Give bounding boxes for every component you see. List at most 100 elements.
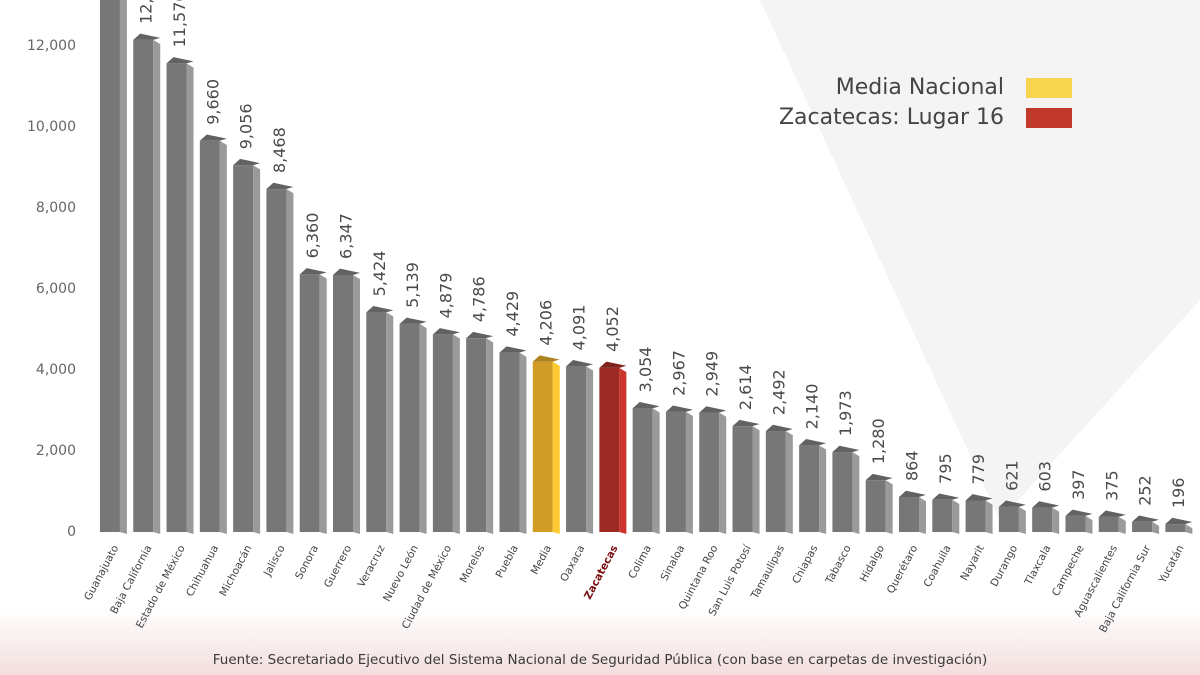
y-tick-label: 10,000 — [27, 119, 76, 135]
bar — [765, 431, 786, 532]
bar-top — [965, 494, 993, 501]
bar-side — [119, 0, 127, 534]
value-label: 252 — [1136, 475, 1155, 506]
value-label: 9,056 — [237, 103, 256, 149]
bar — [899, 497, 920, 532]
value-label: 2,614 — [736, 364, 755, 410]
value-label: 12,150 — [137, 0, 156, 24]
bar-top — [1098, 510, 1126, 517]
bar — [366, 312, 387, 532]
value-label: 6,360 — [303, 213, 322, 259]
bar-top — [1065, 509, 1093, 516]
value-label: 4,206 — [536, 300, 555, 346]
y-tick-label: 8,000 — [36, 200, 76, 216]
bar-top — [1132, 515, 1160, 522]
value-label: 4,052 — [603, 306, 622, 352]
bar-top — [1165, 517, 1193, 525]
bar — [266, 189, 287, 532]
value-label: 196 — [1169, 478, 1188, 509]
bar — [233, 165, 254, 532]
background-shape — [760, 0, 1200, 520]
value-label: 375 — [1102, 470, 1121, 501]
y-tick-label: 4,000 — [36, 362, 76, 378]
bar-side — [985, 500, 993, 534]
bar-side — [1185, 524, 1193, 534]
value-label: 4,091 — [570, 305, 589, 351]
bar-side — [785, 431, 793, 534]
bar-top — [399, 317, 427, 324]
bar-side — [286, 189, 294, 534]
bar-side — [1018, 506, 1026, 534]
bar — [632, 408, 653, 532]
bar-top — [366, 306, 394, 313]
bar — [832, 452, 853, 532]
value-label: 795 — [936, 453, 955, 484]
bar-top — [532, 355, 560, 362]
bar-top — [899, 490, 927, 498]
bar — [965, 500, 986, 532]
bar — [599, 367, 620, 532]
bar — [799, 445, 820, 532]
legend-swatch — [1026, 108, 1072, 128]
bar-side — [952, 499, 960, 534]
bar — [1065, 515, 1086, 532]
value-label: 3,054 — [636, 347, 655, 393]
value-label: 2,967 — [669, 350, 688, 396]
bar — [998, 506, 1019, 532]
bar-side — [586, 366, 594, 534]
bar-side — [519, 352, 527, 534]
bar-side — [1052, 507, 1060, 534]
value-label: 2,140 — [803, 384, 822, 430]
bar-top — [865, 473, 893, 481]
bar — [399, 323, 420, 532]
bar-side — [186, 63, 194, 534]
bar-top — [998, 500, 1026, 507]
value-label: 779 — [969, 454, 988, 485]
bar-side — [1085, 515, 1093, 534]
bar — [532, 361, 553, 532]
bar-side — [419, 323, 427, 534]
bar-side — [1118, 516, 1126, 534]
bar — [432, 334, 453, 532]
bar-top — [665, 405, 693, 412]
bar — [732, 426, 753, 532]
bar-side — [253, 165, 261, 534]
bar-top — [333, 268, 361, 275]
bar — [699, 412, 720, 532]
value-label: 6,347 — [337, 213, 356, 259]
source-note: Fuente: Secretariado Ejecutivo del Siste… — [213, 652, 987, 668]
bar-side — [652, 408, 660, 534]
bar-top — [499, 346, 527, 353]
bar — [932, 499, 953, 532]
bar-top — [566, 360, 594, 367]
y-tick-label: 6,000 — [36, 281, 76, 297]
bar — [299, 274, 320, 532]
bar-side — [219, 140, 227, 534]
bar-top — [432, 328, 460, 335]
bar-top — [932, 493, 960, 500]
legend-swatch — [1026, 78, 1072, 98]
bar-side — [552, 361, 560, 534]
value-label: 4,429 — [503, 291, 522, 337]
value-label: 8,468 — [270, 127, 289, 173]
value-label: 9,660 — [203, 79, 222, 125]
bar-top — [466, 331, 494, 339]
bar-side — [619, 367, 627, 534]
value-label: 864 — [903, 450, 922, 481]
value-label: 603 — [1036, 461, 1055, 492]
bar-side — [153, 39, 161, 535]
bar-top — [699, 406, 727, 413]
bar — [1165, 524, 1186, 532]
bar — [333, 274, 354, 532]
bar-side — [452, 334, 460, 534]
bar-top — [233, 158, 261, 166]
value-label: 4,879 — [436, 273, 455, 319]
value-label: 5,424 — [370, 251, 389, 297]
bar — [1032, 507, 1053, 532]
bar — [199, 140, 220, 532]
bar — [865, 480, 886, 532]
bar-top — [632, 402, 660, 409]
bar-side — [719, 412, 727, 534]
